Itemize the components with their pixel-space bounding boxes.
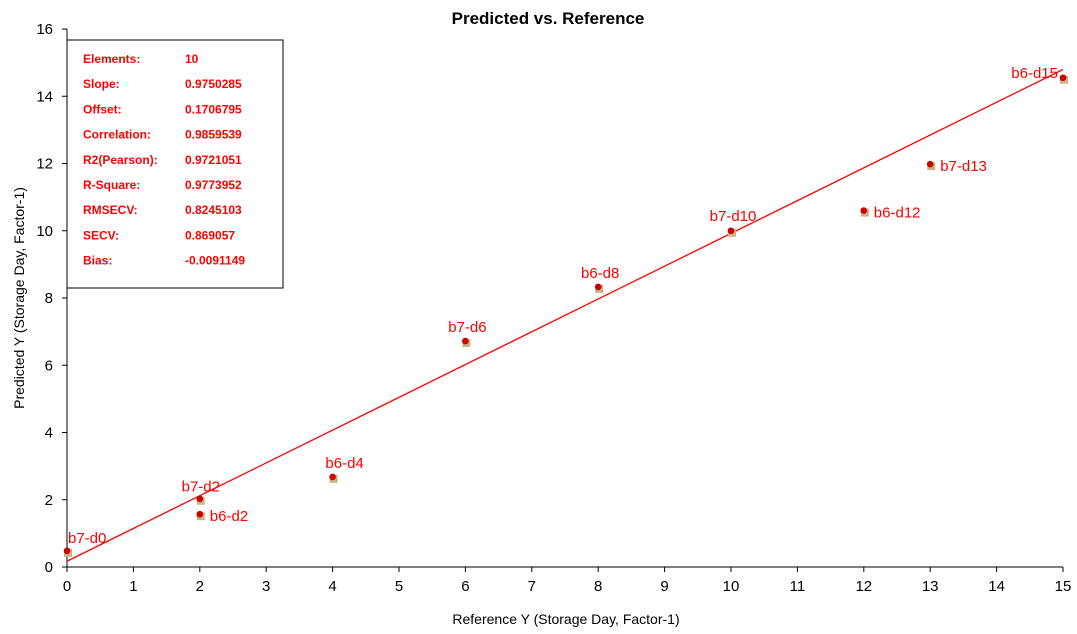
data-point-label: b7-d10 bbox=[710, 208, 757, 225]
x-tick-label: 6 bbox=[461, 578, 469, 595]
data-point bbox=[462, 337, 469, 345]
data-point bbox=[727, 227, 735, 235]
x-tick-label: 1 bbox=[129, 578, 137, 595]
stat-name: RMSECV: bbox=[83, 203, 138, 217]
stat-value: 0.8245103 bbox=[185, 203, 242, 217]
regression-line bbox=[66, 68, 1064, 562]
data-point-label: b7-d0 bbox=[68, 530, 106, 547]
stat-value: 0.1706795 bbox=[185, 102, 242, 116]
chart-title: Predicted vs. Reference bbox=[452, 9, 645, 28]
data-point bbox=[1059, 74, 1067, 82]
stat-name: Correlation: bbox=[83, 128, 151, 142]
stat-value: 0.9750285 bbox=[185, 77, 242, 91]
data-point-label: b6-d12 bbox=[874, 205, 921, 222]
regression-line-group bbox=[66, 68, 1064, 562]
data-point-label: b7-d13 bbox=[940, 158, 987, 175]
statistics-box-frame bbox=[66, 39, 284, 289]
stat-value: 0.9859539 bbox=[185, 128, 242, 142]
stat-value: 10 bbox=[185, 52, 199, 66]
stat-value: -0.0091149 bbox=[185, 254, 245, 268]
y-axis-label: Predicted Y (Storage Day, Factor-1) bbox=[11, 187, 27, 409]
data-point bbox=[860, 207, 868, 214]
y-tick-label: 4 bbox=[45, 425, 53, 442]
y-tick-label: 14 bbox=[36, 88, 53, 105]
statistics-rows: Elements: 10 Slope: 0.9750285 Offset: 0.17067… bbox=[83, 52, 245, 268]
y-tick-label: 16 bbox=[36, 21, 53, 38]
x-tick-label: 11 bbox=[790, 578, 806, 595]
x-tick-label: 3 bbox=[262, 578, 270, 595]
stat-name: R-Square: bbox=[83, 178, 140, 192]
stat-value: 0.9773952 bbox=[185, 178, 242, 192]
data-point bbox=[63, 547, 71, 555]
x-tick-label: 9 bbox=[660, 578, 668, 595]
y-tick-label: 2 bbox=[45, 492, 53, 509]
data-points: b7-d0 b7-d2 b6-d2 b6-d4 b7-d6 b6-d8 b7-d10 b6-d… bbox=[63, 65, 1068, 557]
stat-name: SECV: bbox=[83, 228, 119, 242]
y-axis-ticks: 0 2 4 6 8 10 12 14 16 bbox=[36, 21, 67, 576]
y-tick-label: 0 bbox=[45, 559, 53, 576]
stat-value: 0.869057 bbox=[185, 228, 235, 242]
data-point bbox=[329, 473, 336, 481]
stat-name: Slope: bbox=[83, 77, 120, 91]
data-point bbox=[196, 495, 204, 503]
data-point bbox=[196, 510, 204, 518]
x-tick-label: 13 bbox=[922, 578, 939, 595]
x-tick-label: 7 bbox=[528, 578, 536, 595]
x-tick-label: 10 bbox=[723, 578, 740, 595]
x-tick-label: 2 bbox=[196, 578, 204, 595]
data-point bbox=[594, 283, 602, 291]
x-tick-label: 5 bbox=[395, 578, 403, 595]
x-axis-ticks: 0 1 2 3 4 5 6 7 8 9 10 11 12 13 14 15 bbox=[63, 567, 1072, 595]
data-point-label: b6-d2 bbox=[210, 508, 248, 525]
x-tick-label: 14 bbox=[988, 578, 1005, 595]
x-tick-label: 0 bbox=[63, 578, 71, 595]
y-tick-label: 6 bbox=[45, 357, 53, 374]
y-tick-label: 12 bbox=[36, 156, 53, 173]
statistics-box: Elements: 10 Slope: 0.9750285 Offset: 0.17067… bbox=[66, 39, 284, 289]
x-axis-label: Reference Y (Storage Day, Factor-1) bbox=[452, 611, 679, 627]
stat-name: Bias: bbox=[83, 254, 112, 268]
stat-name: Offset: bbox=[83, 102, 122, 116]
stat-name: Elements: bbox=[83, 52, 140, 66]
data-point-label: b6-d8 bbox=[581, 265, 619, 282]
stat-name: R2(Pearson): bbox=[83, 153, 158, 167]
y-tick-label: 10 bbox=[36, 223, 53, 240]
x-tick-label: 4 bbox=[328, 578, 336, 595]
x-tick-label: 8 bbox=[594, 578, 602, 595]
data-point-label: b7-d6 bbox=[448, 319, 486, 336]
y-tick-label: 8 bbox=[45, 290, 53, 307]
data-point-label: b6-d4 bbox=[325, 455, 363, 472]
data-point bbox=[926, 160, 934, 168]
data-point-label: b7-d2 bbox=[182, 479, 220, 496]
x-tick-label: 15 bbox=[1055, 578, 1072, 595]
data-point-label: b6-d15 bbox=[1011, 65, 1058, 82]
stat-value: 0.9721051 bbox=[185, 153, 242, 167]
x-tick-label: 12 bbox=[855, 578, 872, 595]
